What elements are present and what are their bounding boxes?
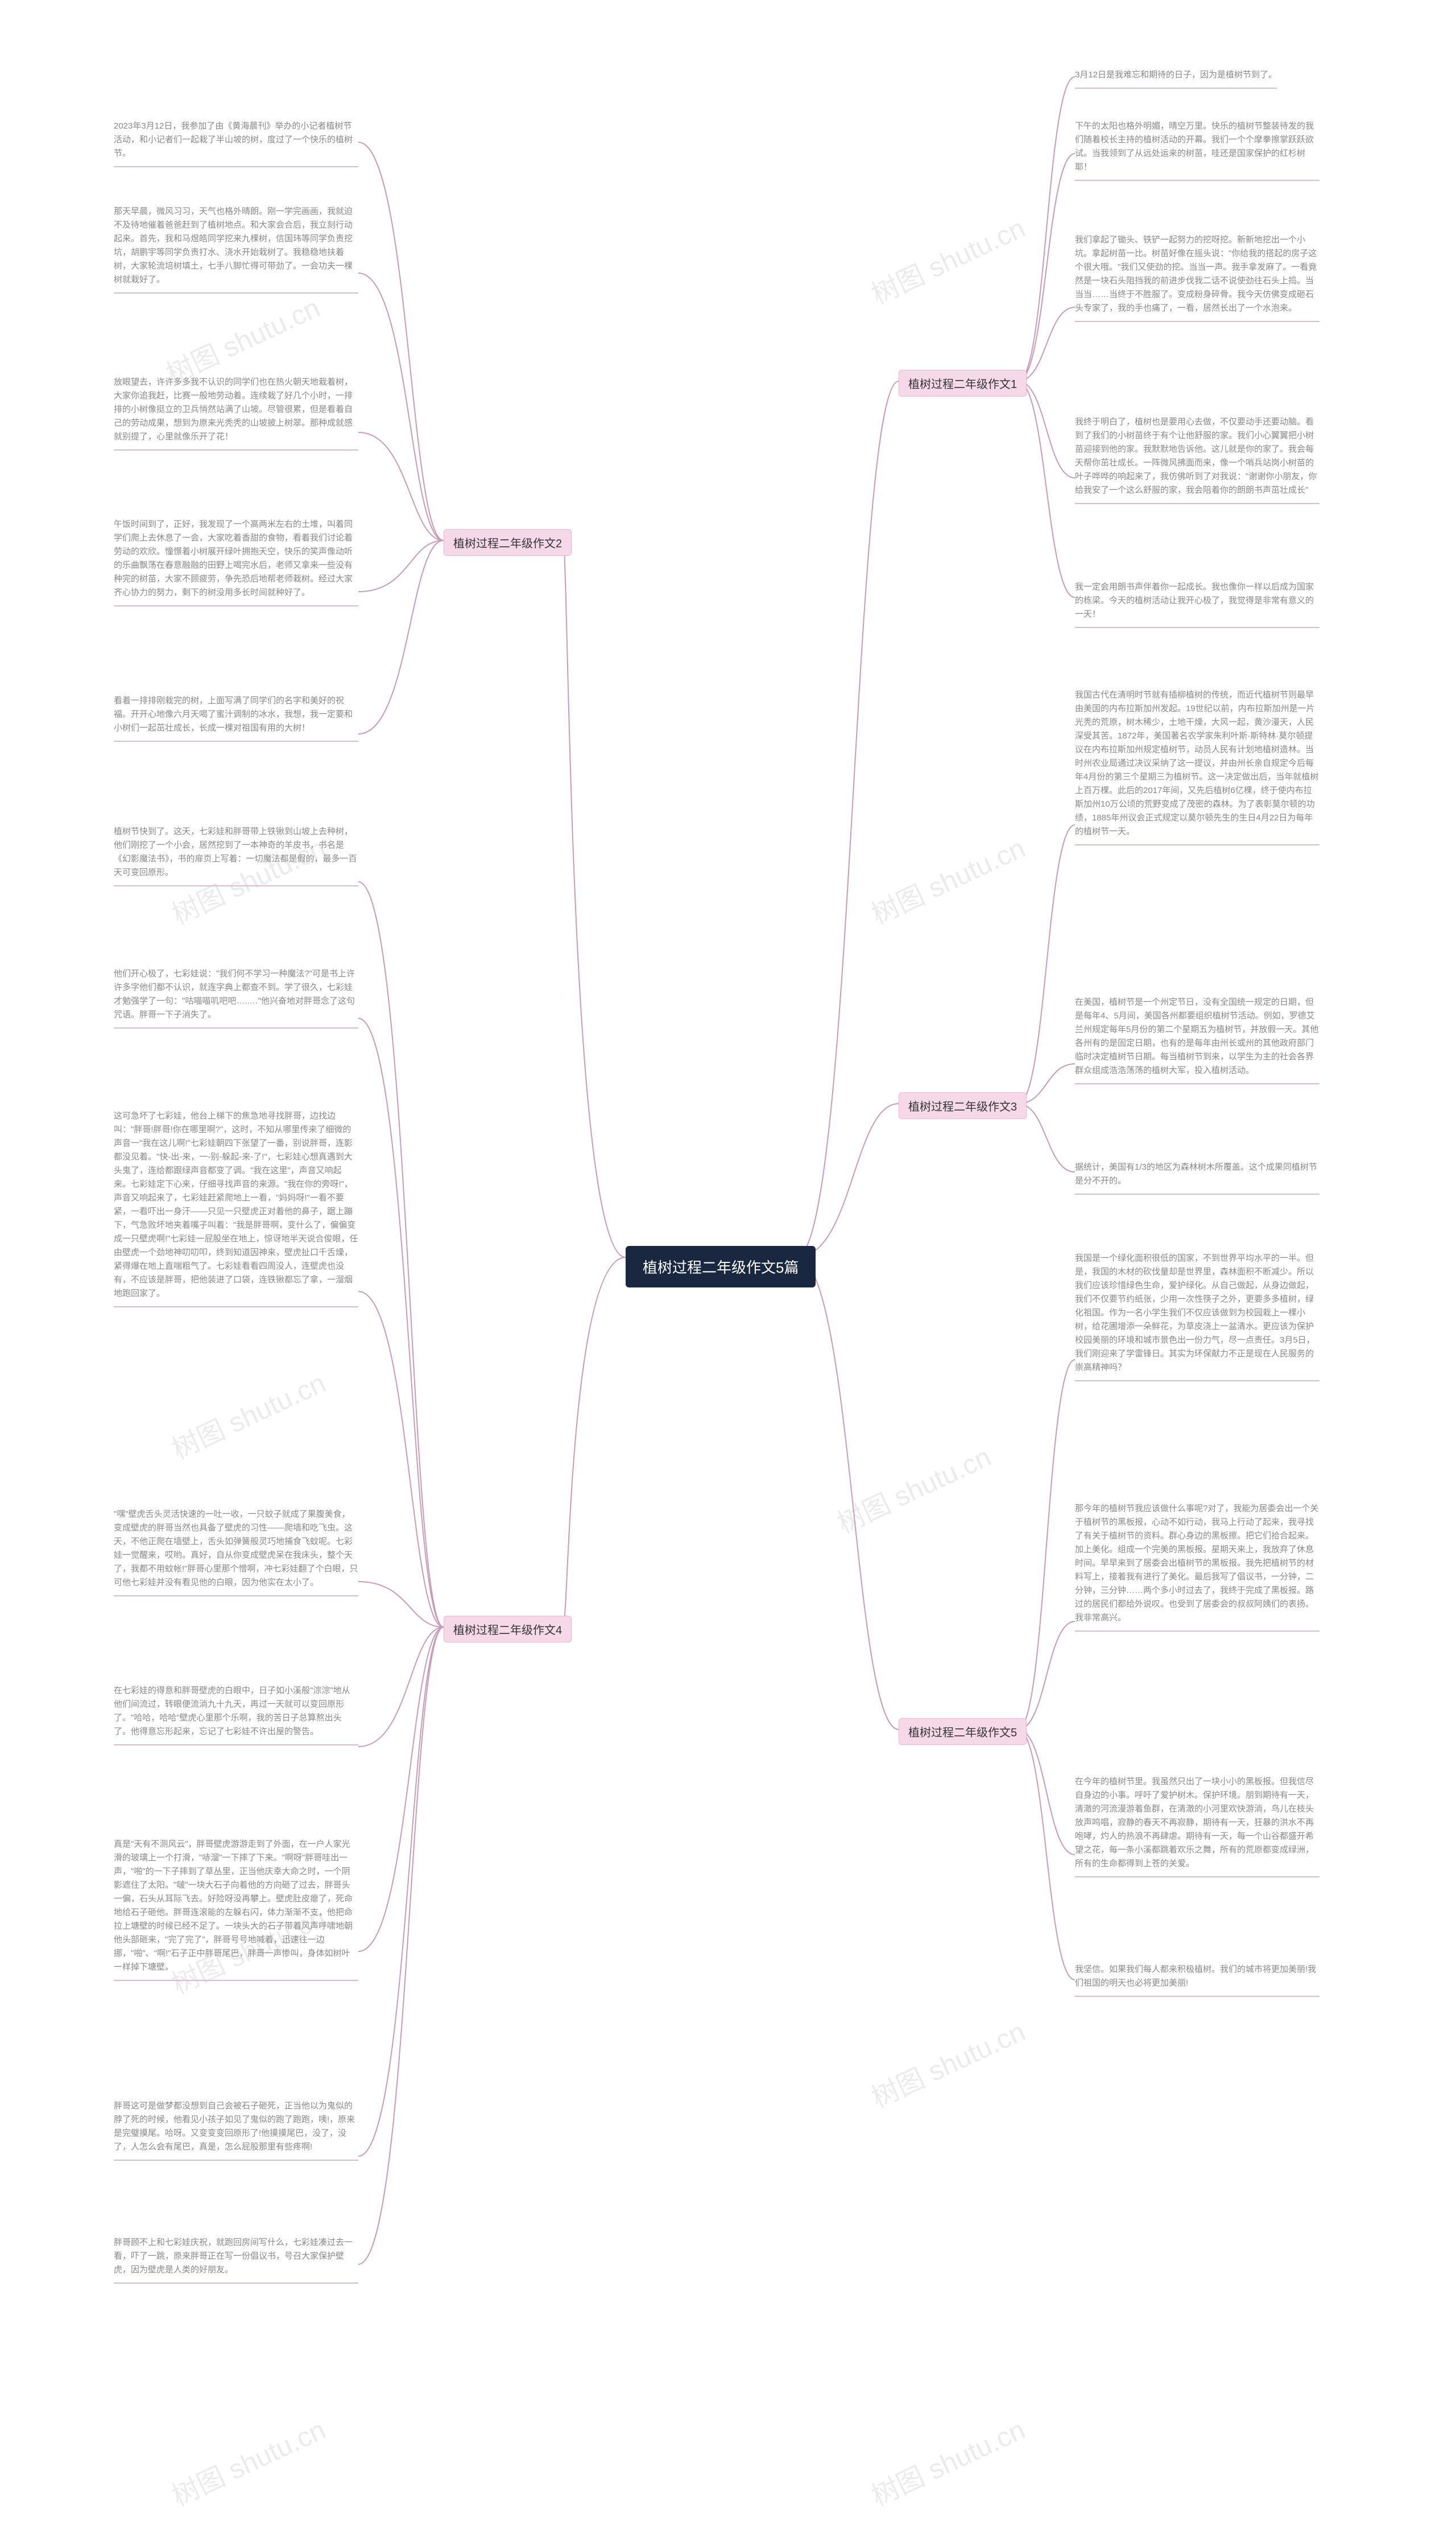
- leaf-node: 那天早晨，微风习习，天气也格外晴朗。刚一学完画画，我就迫不及待地催着爸爸赶到了植…: [114, 199, 358, 294]
- watermark: 树图 shutu.cn: [164, 2408, 331, 2513]
- leaf-node: 我终于明白了，植树也是要用心去做，不仅要动手还要动脑。看到了我们的小树苗终于有个…: [1075, 410, 1320, 504]
- watermark: 树图 shutu.cn: [864, 2009, 1031, 2115]
- watermark: 树图 shutu.cn: [864, 206, 1031, 312]
- leaf-node: 我一定会用朗书声伴着你一起成长。我也像你一样以后成为国家的栋梁。今天的植树活动让…: [1075, 575, 1320, 628]
- leaf-node: 那今年的植树节我应该做什么事呢?对了，我能为居委会出一个关于植树节的黑板报，心动…: [1075, 1496, 1320, 1632]
- leaf-node: 真是"天有不测风云"，胖哥壁虎游游走到了外面，在一户人家光滑的玻璃上一个打滑，"…: [114, 1832, 358, 1981]
- watermark: 树图 shutu.cn: [864, 826, 1031, 932]
- leaf-node: 3月12日是我难忘和期待的日子，因为是植树节到了。: [1075, 63, 1277, 89]
- leaf-node: 我坚信。如果我们每人都来积极植树。我们的城市将更加美丽!我们祖国的明天也必将更加…: [1075, 1957, 1320, 1997]
- leaf-node: 据统计，美国有1/3的地区为森林树木所覆盖。这个成果同植树节是分不开的。: [1075, 1155, 1320, 1195]
- central-node: 植树过程二年级作文5篇: [626, 1246, 816, 1287]
- leaf-node: 这可急坏了七彩娃，他台上梯下的焦急地寻找胖哥，边找边叫："胖哥!胖哥!你在哪里啊…: [114, 1104, 358, 1307]
- leaf-node: 下午的太阳也格外明媚，晴空万里。快乐的植树节整装待发的我们随着校长主持的植树活动…: [1075, 114, 1320, 181]
- leaf-node: 植树节快到了。这天，七彩娃和胖哥带上铁锹到山坡上去种树，他们刚挖了一个小会，居然…: [114, 819, 358, 886]
- leaf-node: 在美国，植树节是一个州定节日，没有全国统一规定的日期，但是每年4、5月间，美国各…: [1075, 990, 1320, 1084]
- leaf-node: 我国古代在清明时节就有插柳植树的传统，而近代植树节则最早由美国的内布拉斯加州发起…: [1075, 683, 1320, 845]
- leaf-node: 看着一排排刚栽完的树，上面写满了同学们的名字和美好的祝福。开开心地像六月天喝了蜜…: [114, 688, 358, 742]
- watermark: 树图 shutu.cn: [830, 1435, 996, 1541]
- branch-label-5: 植树过程二年级作文5: [899, 1718, 1027, 1745]
- leaf-node: 在今年的植树节里。我虽然只出了一块小小的黑板报。但我信尽自身边的小事。呼吁了爱护…: [1075, 1769, 1320, 1877]
- leaf-node: 他们开心极了，七彩娃说："我们何不学习一种魔法?"可是书上许许多字他们都不认识，…: [114, 961, 358, 1029]
- branch-label-4: 植树过程二年级作文4: [444, 1616, 572, 1642]
- leaf-node: 在七彩娃的得意和胖哥壁虎的白眼中，日子如小溪般"淙淙"地从他们间流过，转眼便流淌…: [114, 1678, 358, 1745]
- branch-label-3: 植树过程二年级作文3: [899, 1092, 1027, 1119]
- leaf-node: 我们拿起了锄头、铁铲一起努力的挖呀挖。新新地挖出一个小坑。拿起树苗一比。树苗好像…: [1075, 228, 1320, 322]
- leaf-node: 我国是一个绿化面积很低的国家，不到世界平均水平的一半。但是，我国的木材的砍伐量却…: [1075, 1246, 1320, 1381]
- branch-label-2: 植树过程二年级作文2: [444, 529, 572, 556]
- watermark: 树图 shutu.cn: [164, 1361, 331, 1467]
- branch-label-1: 植树过程二年级作文1: [899, 370, 1027, 397]
- leaf-node: 放眼望去，许许多多我不认识的同学们也在热火朝天地栽着树，大家你追我赶，比赛一般地…: [114, 370, 358, 451]
- leaf-node: "嘿"壁虎舌头灵活快速的一吐一收，一只蚊子就成了果腹美食，变成壁虎的胖哥当然也具…: [114, 1502, 358, 1596]
- leaf-node: 胖哥顾不上和七彩娃庆祝，就跑回房间写什么，七彩娃凑过去一看，吓了一跳，原来胖哥正…: [114, 2230, 358, 2284]
- leaf-node: 2023年3月12日，我参加了由《黄海晨刊》举办的小记者植树节活动，和小记者们一…: [114, 114, 358, 167]
- leaf-node: 胖哥这可是做梦都没想到自己会被石子砸死，正当他以为鬼似的脖了死的时候，他看见小孩…: [114, 2094, 358, 2161]
- leaf-node: 午饭时间到了，正好，我发现了一个高两米左右的土堆，叫着同学们爬上去休息了一会，大…: [114, 512, 358, 606]
- watermark: 树图 shutu.cn: [864, 2408, 1031, 2513]
